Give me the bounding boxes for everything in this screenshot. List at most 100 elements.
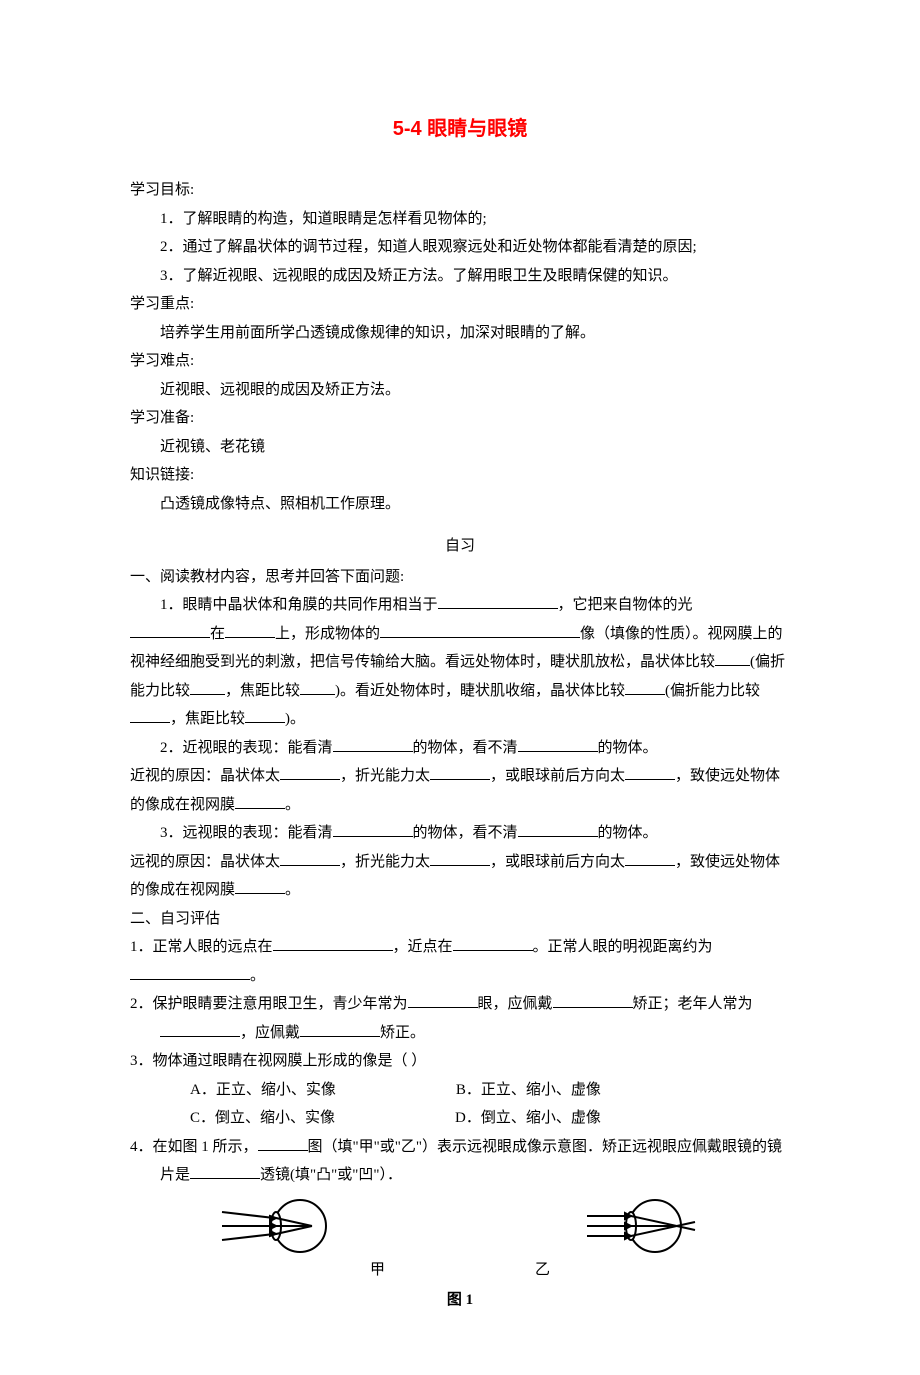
blank bbox=[225, 623, 275, 638]
e1-text-b: ，近点在 bbox=[393, 939, 453, 955]
e4-text-c: 透镜(填"凸"或"凹"）． bbox=[260, 1167, 402, 1183]
choice-b: B．正立、缩小、虚像 bbox=[456, 1076, 601, 1105]
q3-text-b: 的物体，看不清 bbox=[413, 825, 518, 841]
figure-row bbox=[130, 1196, 790, 1256]
e2-text-e: 矫正。 bbox=[380, 1025, 425, 1041]
q2-text-c: 的物体。 bbox=[598, 740, 658, 756]
question-1: 1．眼睛中晶状体和角膜的共同作用相当于，它把来自物体的光 在上，形成物体的像（填… bbox=[130, 591, 790, 734]
q2-text-a: 2．近视眼的表现：能看清 bbox=[160, 740, 333, 756]
eye-diagram-yi bbox=[585, 1196, 700, 1256]
part2-label: 二、自习评估 bbox=[130, 905, 790, 934]
document-page: 5-4 眼睛与眼镜 学习目标: 1．了解眼睛的构造，知道眼睛是怎样看见物体的; … bbox=[0, 0, 920, 1375]
q2-text-h: 。 bbox=[285, 797, 300, 813]
q1-text-c: 在 bbox=[210, 626, 225, 642]
q3-text-c: 的物体。 bbox=[598, 825, 658, 841]
q3-text-f: ，或眼球前后方向太 bbox=[490, 854, 625, 870]
question-2-line1: 2．近视眼的表现：能看清 的物体，看不清 的物体。 bbox=[130, 734, 790, 763]
e1-text-d: 。 bbox=[250, 968, 265, 984]
q1-text-d: 上，形成物体的 bbox=[275, 626, 380, 642]
eval-3: 3．物体通过眼睛在视网膜上形成的像是（ ） bbox=[130, 1047, 790, 1076]
blank bbox=[518, 737, 598, 752]
blank bbox=[280, 851, 340, 866]
q1-text-i: (偏折能力比较 bbox=[665, 683, 760, 699]
blank bbox=[235, 794, 285, 809]
blank bbox=[380, 623, 580, 638]
difficulty-label: 学习难点: bbox=[130, 347, 790, 376]
blank bbox=[273, 936, 393, 951]
choice-a: A．正立、缩小、实像 bbox=[190, 1076, 336, 1105]
e2-text-c: 矫正；老年人常为 bbox=[633, 996, 753, 1012]
blank bbox=[625, 851, 675, 866]
blank bbox=[300, 1022, 380, 1037]
self-study-heading: 自习 bbox=[130, 532, 790, 561]
blank bbox=[130, 623, 210, 638]
eye-diagram-jia bbox=[220, 1196, 335, 1256]
q2-text-d: 近视的原因：晶状体太 bbox=[130, 768, 280, 784]
q1-text-j: ，焦距比较 bbox=[170, 711, 245, 727]
blank bbox=[190, 1164, 260, 1179]
q3-text-a: 3．远视眼的表现：能看清 bbox=[160, 825, 333, 841]
eval-4: 4．在如图 1 所示，图（填"甲"或"乙"）表示远视眼成像示意图．矫正远视眼应佩… bbox=[130, 1133, 790, 1190]
figure-labels: 甲 乙 bbox=[130, 1256, 790, 1285]
e1-text-a: 1．正常人眼的远点在 bbox=[130, 939, 273, 955]
blank bbox=[130, 708, 170, 723]
link-body: 凸透镜成像特点、照相机工作原理。 bbox=[130, 490, 790, 519]
eval-3-choices-row1: A．正立、缩小、实像 B．正立、缩小、虚像 bbox=[130, 1076, 790, 1105]
blank bbox=[190, 680, 225, 695]
page-title: 5-4 眼睛与眼镜 bbox=[130, 110, 790, 148]
blank bbox=[280, 765, 340, 780]
focus-label: 学习重点: bbox=[130, 290, 790, 319]
blank bbox=[625, 765, 675, 780]
blank bbox=[160, 1022, 240, 1037]
q2-text-b: 的物体，看不清 bbox=[413, 740, 518, 756]
eval-1: 1．正常人眼的远点在 ，近点在 。正常人眼的明视距离约为。 bbox=[130, 933, 790, 990]
goals-label: 学习目标: bbox=[130, 176, 790, 205]
question-3-line1: 3．远视眼的表现：能看清 的物体，看不清 的物体。 bbox=[130, 819, 790, 848]
blank bbox=[438, 594, 558, 609]
figure-1: 甲 乙 图 1 bbox=[130, 1196, 790, 1315]
blank bbox=[715, 651, 750, 666]
q2-text-e: ，折光能力太 bbox=[340, 768, 430, 784]
choice-d: D．倒立、缩小、虚像 bbox=[455, 1104, 601, 1133]
q1-text-b: ，它把来自物体的光 bbox=[558, 597, 693, 613]
blank bbox=[408, 993, 478, 1008]
fig-label-yi: 乙 bbox=[535, 1256, 550, 1285]
part1-label: 一、阅读教材内容，思考并回答下面问题: bbox=[130, 563, 790, 592]
eval-2: 2．保护眼睛要注意用眼卫生，青少年常为 眼，应佩戴 矫正；老年人常为 ，应佩戴 矫正。 bbox=[130, 990, 790, 1047]
e1-text-c: 。正常人眼的明视距离约为 bbox=[533, 939, 713, 955]
blank bbox=[430, 851, 490, 866]
blank bbox=[235, 879, 285, 894]
q3-text-d: 远视的原因：晶状体太 bbox=[130, 854, 280, 870]
prep-body: 近视镜、老花镜 bbox=[130, 433, 790, 462]
e4-text-a: 4．在如图 1 所示， bbox=[130, 1139, 258, 1155]
prep-label: 学习准备: bbox=[130, 404, 790, 433]
question-3-line2: 远视的原因：晶状体太，折光能力太，或眼球前后方向太，致使远处物体的像成在视网膜。 bbox=[130, 848, 790, 905]
blank bbox=[453, 936, 533, 951]
e2-text-b: 眼，应佩戴 bbox=[478, 996, 553, 1012]
goal-1: 1．了解眼睛的构造，知道眼睛是怎样看见物体的; bbox=[130, 205, 790, 234]
q3-text-e: ，折光能力太 bbox=[340, 854, 430, 870]
blank bbox=[258, 1136, 308, 1151]
choice-c: C．倒立、缩小、实像 bbox=[190, 1104, 335, 1133]
fig-label-jia: 甲 bbox=[370, 1256, 385, 1285]
e2-text-d: ，应佩戴 bbox=[240, 1025, 300, 1041]
blank bbox=[333, 822, 413, 837]
goal-2: 2．通过了解晶状体的调节过程，知道人眼观察远处和近处物体都能看清楚的原因; bbox=[130, 233, 790, 262]
blank bbox=[553, 993, 633, 1008]
blank bbox=[300, 680, 335, 695]
e2-text-a: 2．保护眼睛要注意用眼卫生，青少年常为 bbox=[130, 996, 408, 1012]
difficulty-body: 近视眼、远视眼的成因及矫正方法。 bbox=[130, 376, 790, 405]
focus-body: 培养学生用前面所学凸透镜成像规律的知识，加深对眼睛的了解。 bbox=[130, 319, 790, 348]
q3-text-h: 。 bbox=[285, 882, 300, 898]
blank bbox=[518, 822, 598, 837]
blank bbox=[333, 737, 413, 752]
blank bbox=[625, 680, 665, 695]
q2-text-f: ，或眼球前后方向太 bbox=[490, 768, 625, 784]
q1-text-h: )。看近处物体时，睫状肌收缩，晶状体比较 bbox=[335, 683, 625, 699]
q1-text-k: )。 bbox=[285, 711, 305, 727]
question-2-line2: 近视的原因：晶状体太，折光能力太，或眼球前后方向太，致使远处物体的像成在视网膜。 bbox=[130, 762, 790, 819]
blank bbox=[245, 708, 285, 723]
q1-text-g: ，焦距比较 bbox=[225, 683, 300, 699]
blank bbox=[130, 965, 250, 980]
figure-caption: 图 1 bbox=[130, 1286, 790, 1315]
